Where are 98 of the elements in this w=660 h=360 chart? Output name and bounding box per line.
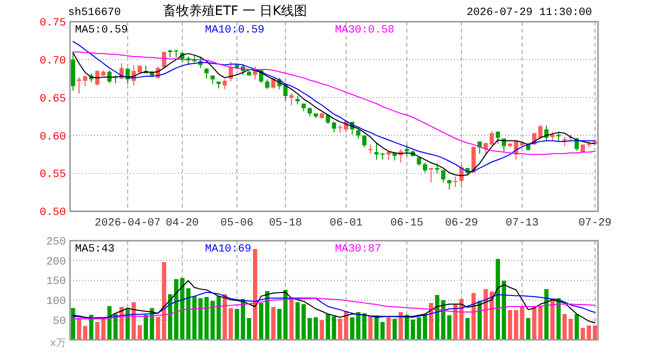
y-tick-label: 200 bbox=[46, 256, 66, 268]
x-tick-label: 2026-04-07 bbox=[94, 217, 161, 230]
bar bbox=[252, 249, 258, 340]
bar bbox=[210, 300, 215, 340]
x-tick-label: 07-29 bbox=[578, 217, 612, 230]
bar bbox=[526, 318, 530, 340]
text: MA30:0.58 bbox=[335, 24, 394, 37]
chart-title: 畜牧养殖ETF 一 日K线图 bbox=[162, 3, 308, 19]
bar bbox=[574, 314, 579, 340]
bar bbox=[126, 308, 130, 340]
candlestick bbox=[308, 106, 312, 117]
bar bbox=[95, 322, 100, 340]
candlestick bbox=[204, 67, 209, 80]
y-axis-title: x万 bbox=[50, 338, 66, 349]
candlestick bbox=[550, 131, 555, 142]
bar bbox=[277, 308, 282, 340]
bar bbox=[320, 320, 324, 340]
bar bbox=[478, 300, 482, 340]
bar bbox=[295, 302, 300, 340]
text: MA30:87 bbox=[335, 244, 382, 256]
candlestick bbox=[435, 163, 440, 174]
bar bbox=[289, 298, 294, 340]
candlestick bbox=[95, 70, 100, 86]
bar bbox=[514, 310, 518, 340]
candlestick bbox=[332, 121, 336, 133]
bar bbox=[198, 298, 203, 340]
candlestick bbox=[362, 134, 366, 148]
bar bbox=[496, 258, 500, 340]
candlestick bbox=[556, 131, 561, 142]
bar bbox=[465, 318, 470, 340]
x-tick-label: 06-29 bbox=[444, 217, 478, 230]
bar bbox=[392, 318, 397, 340]
y-tick-label: 150 bbox=[46, 276, 66, 288]
bar bbox=[386, 317, 391, 340]
line-series bbox=[72, 52, 596, 155]
candlestick bbox=[368, 144, 373, 154]
bar bbox=[562, 314, 567, 340]
line-series bbox=[72, 280, 596, 324]
bar bbox=[404, 314, 409, 340]
y-tick-label: 50 bbox=[52, 316, 66, 328]
y-tick-label: 0.55 bbox=[40, 169, 66, 182]
y-tick-label: 0.65 bbox=[40, 93, 66, 106]
bar bbox=[246, 318, 252, 340]
bar bbox=[368, 316, 373, 340]
candlestick bbox=[562, 136, 567, 147]
candlestick bbox=[374, 142, 379, 160]
bar bbox=[416, 317, 422, 340]
bar bbox=[520, 306, 524, 340]
candlestick bbox=[404, 144, 409, 156]
bar bbox=[332, 316, 336, 340]
candlestick bbox=[222, 78, 227, 90]
line-series bbox=[72, 298, 596, 320]
bar bbox=[410, 320, 416, 340]
bar bbox=[83, 326, 88, 340]
bar bbox=[568, 318, 573, 340]
bar bbox=[271, 306, 276, 340]
candlestick bbox=[496, 131, 500, 144]
candlestick bbox=[76, 76, 82, 94]
candlestick bbox=[422, 162, 428, 174]
y-tick-label: 0.70 bbox=[40, 55, 66, 68]
bar bbox=[344, 311, 348, 340]
x-tick-label: 06-15 bbox=[390, 217, 424, 230]
y-tick-label: 100 bbox=[46, 296, 66, 308]
y-tick-label: 250 bbox=[46, 236, 66, 249]
bar bbox=[216, 296, 221, 340]
bar bbox=[234, 308, 240, 340]
candlestick bbox=[83, 75, 88, 87]
y-tick-label: 0.50 bbox=[40, 207, 66, 220]
candlestick bbox=[447, 178, 452, 190]
bar bbox=[338, 318, 342, 340]
y-tick-label: 0.60 bbox=[40, 131, 66, 144]
text: MA10:69 bbox=[205, 244, 252, 256]
x-tick-label: 05-06 bbox=[220, 217, 254, 230]
x-tick-label: 05-18 bbox=[268, 217, 302, 230]
bar bbox=[144, 314, 148, 340]
x-tick-label: 04-20 bbox=[166, 217, 199, 230]
candlestick bbox=[356, 128, 360, 139]
text: 2026-07-29 11:30:00 bbox=[466, 7, 592, 19]
candlestick bbox=[428, 168, 434, 183]
series-label: MA5:0.59 bbox=[75, 24, 128, 37]
bar bbox=[89, 314, 94, 340]
bar bbox=[156, 316, 160, 340]
bar bbox=[508, 310, 512, 340]
x-tick-label: 07-13 bbox=[506, 217, 539, 230]
y-tick-label: 0.75 bbox=[40, 18, 66, 30]
candlestick bbox=[441, 169, 446, 183]
x-tick-label: 06-01 bbox=[330, 217, 364, 230]
bar bbox=[398, 312, 403, 340]
candlestick bbox=[271, 77, 276, 89]
bar bbox=[380, 322, 385, 340]
bar bbox=[580, 328, 585, 340]
line-series bbox=[72, 292, 596, 318]
chart-subtitle: sh516670 bbox=[68, 7, 121, 19]
candlestick bbox=[265, 78, 270, 90]
bar bbox=[204, 296, 209, 340]
text: MA10:0.59 bbox=[205, 24, 264, 37]
text: MA5:43 bbox=[75, 244, 115, 256]
candlestick bbox=[453, 176, 458, 188]
